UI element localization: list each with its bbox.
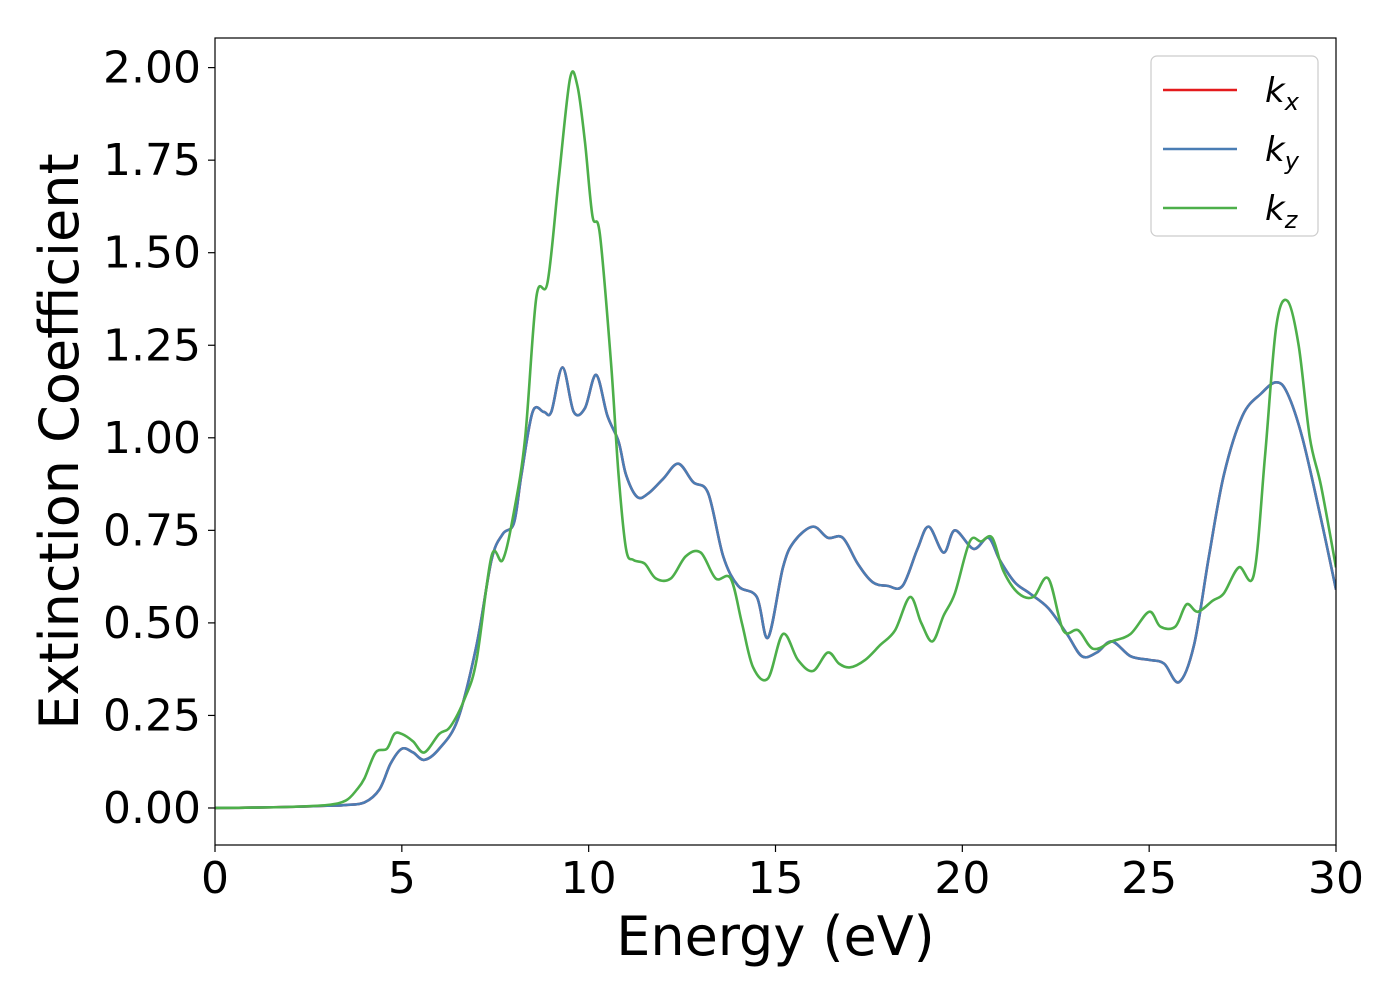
- plot-area: [215, 70, 1336, 810]
- axes: 0 5 10 15 20 25 30 0.00 0.25 0.50 0.75 1.00 1.25 1.50…: [103, 37, 1364, 904]
- series-line-kz: [215, 70, 1336, 810]
- x-tick-label: 30: [1308, 853, 1364, 904]
- y-tick-label: 0.25: [103, 690, 201, 741]
- x-tick-label: 15: [748, 853, 804, 904]
- y-tick-label: 2.00: [103, 43, 201, 94]
- y-tick-label: 0.50: [103, 598, 201, 649]
- series-line-ky: [215, 366, 1336, 810]
- x-tick-label: 5: [388, 853, 416, 904]
- y-tick-label: 1.75: [103, 135, 201, 186]
- y-tick-label: 1.00: [103, 413, 201, 464]
- x-axis-label: Energy (eV): [616, 905, 935, 968]
- legend-box: [1150, 55, 1319, 237]
- series-line-kx: [215, 366, 1336, 810]
- y-axis-label: Extinction Coefficient: [28, 153, 91, 729]
- legend-label-kx: kx: [1265, 71, 1300, 116]
- y-tick-label: 1.50: [103, 228, 201, 279]
- x-tick-label: 20: [934, 853, 990, 904]
- legend: kx ky kz: [1150, 55, 1319, 237]
- y-tick-label: 1.25: [103, 320, 201, 371]
- legend-label-ky: ky: [1265, 130, 1300, 175]
- y-tick-label: 0.00: [103, 783, 201, 834]
- x-tick-label: 10: [561, 853, 617, 904]
- legend-label-kz: kz: [1265, 189, 1299, 234]
- x-tick-label: 0: [201, 853, 229, 904]
- x-tick-label: 25: [1121, 853, 1177, 904]
- y-tick-label: 0.75: [103, 505, 201, 556]
